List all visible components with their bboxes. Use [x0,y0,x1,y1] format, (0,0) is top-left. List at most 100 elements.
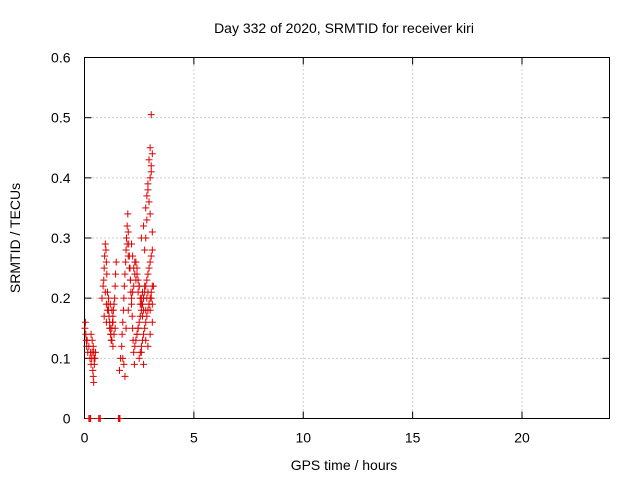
data-point [118,342,126,350]
data-point [116,366,123,374]
data-point [144,270,152,278]
data-point [142,336,150,344]
data-point [136,300,144,308]
data-point [142,318,150,326]
data-point [102,246,110,254]
data-point [129,252,137,260]
data-point [118,330,126,338]
data-point [110,330,118,338]
data-point [148,318,156,326]
data-point [119,354,127,362]
data-point [81,324,89,332]
data-point [142,204,150,212]
y-tick-label: 0.2 [51,290,71,306]
data-point [148,246,156,254]
data-point [135,282,143,290]
data-point [89,372,97,380]
data-point [111,324,119,332]
data-point [140,306,148,314]
data-point [106,300,114,308]
y-tick-label: 0.4 [51,170,71,186]
data-point [100,276,108,284]
data-point [128,300,136,308]
data-point [134,324,142,332]
y-tick-label: 0.3 [51,230,71,246]
y-tick-label: 0.1 [51,350,71,366]
data-point [133,270,141,278]
data-point [141,246,149,254]
data-point [102,318,110,326]
tick-layer: 0 0.1 0.2 0.3 0.4 0.5 0.6 0 5 10 15 20 [51,50,610,446]
data-point [124,228,132,236]
data-point [146,330,154,338]
data-point [112,270,120,278]
data-point [128,240,136,248]
y-tick-label: 0 [63,411,71,427]
data-point [143,192,151,200]
data-point [128,294,136,302]
data-point [147,168,155,176]
data-point [131,258,139,266]
data-point [147,288,155,296]
data-point [141,288,149,296]
x-tick-label: 20 [514,430,530,446]
x-tick-label: 5 [190,430,198,446]
data-point [147,252,155,260]
data-point [137,342,145,350]
data-point [100,264,108,272]
data-point [105,294,113,302]
data-point [101,240,109,248]
data-point [111,294,119,302]
data-point [148,228,156,236]
data-point [145,198,153,206]
data-point [137,294,145,302]
data-point [134,288,142,296]
data-point [137,348,145,356]
data-point [142,234,150,242]
data-point [145,156,153,164]
data-point [130,348,138,356]
data-point [146,294,154,302]
data-point [101,252,109,260]
data-point [135,354,143,362]
data-point [101,288,109,296]
data-point [98,294,106,302]
data-point [108,306,116,314]
data-point [131,342,139,350]
x-tick-label: 10 [295,430,311,446]
data-point [108,336,116,344]
data-point [120,282,128,290]
y-tick-label: 0.6 [51,50,71,66]
data-point [147,162,155,170]
data-point [122,246,130,254]
data-point [140,360,148,368]
data-point [119,318,127,326]
data-point [132,276,140,284]
data-point [146,258,154,266]
plot-frame [84,57,610,419]
data-point [89,342,97,350]
data-point [142,282,150,290]
data-point [146,210,154,218]
data-point [145,300,153,308]
data-point [109,312,117,320]
data-point [109,318,117,326]
data-point [87,415,95,422]
data-point [123,222,131,230]
data-point [121,270,129,278]
data-point [138,312,146,320]
data-point [112,258,120,266]
y-tick-label: 0.5 [51,110,71,126]
data-point [144,180,152,188]
data-point [88,336,96,344]
data-point [120,294,128,302]
data-point [141,324,149,332]
data-point [123,234,130,242]
data-point [121,372,129,380]
data-point [124,210,132,218]
data-point [90,354,98,362]
data-point [135,318,143,326]
data-point [146,174,154,182]
data-point [87,330,95,338]
data-point [100,312,108,320]
